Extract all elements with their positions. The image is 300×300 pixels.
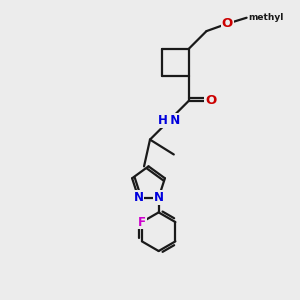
Text: O: O bbox=[205, 94, 217, 107]
Text: methyl: methyl bbox=[248, 13, 284, 22]
Text: N: N bbox=[134, 191, 143, 204]
Text: H N: H N bbox=[158, 114, 180, 127]
Text: O: O bbox=[222, 17, 233, 30]
Text: N: N bbox=[154, 191, 164, 204]
Text: F: F bbox=[138, 216, 146, 229]
